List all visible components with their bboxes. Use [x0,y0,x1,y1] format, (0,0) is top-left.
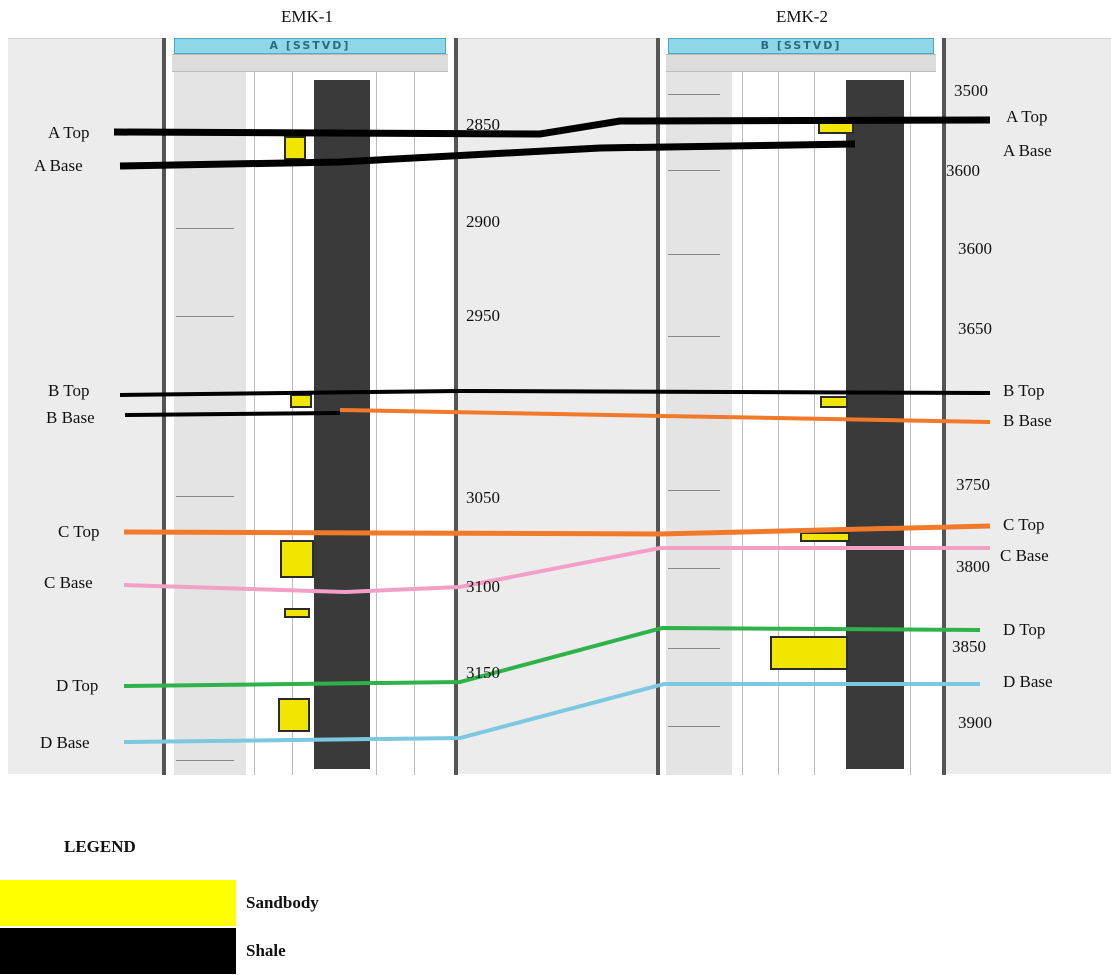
depth-track [174,72,246,775]
depth-tick [176,760,234,761]
depth-label: 3750 [956,475,990,494]
well-subheader [666,54,936,72]
horizon-label-right: C Base [1000,546,1049,565]
depth-tick [176,316,234,317]
horizon-label-left: B Top [48,381,90,400]
track-rule [376,72,377,775]
shale-log-curve [314,80,370,769]
horizon-label-right: B Top [1003,381,1045,400]
legend-label-sandbody: Sandbody [246,893,319,912]
track-rule [814,72,815,775]
horizon-c-top-line [123,523,991,537]
sandbody-marker [820,396,848,408]
depth-track [666,72,732,775]
well-title: EMK-2 [776,7,828,26]
horizon-label-right: B Base [1003,411,1052,430]
well-log-emk-2: B [SSTVD] [656,38,946,775]
sandbody-marker [290,394,312,408]
legend-swatch-sandbody [0,880,236,926]
depth-label: 3600 [946,161,980,180]
track-rule [254,72,255,775]
sandbody-marker [280,540,314,578]
horizon-a-top-line [113,116,991,138]
track-rule [292,72,293,775]
horizon-d-base-line [123,682,980,744]
track-rule [778,72,779,775]
legend-label-shale: Shale [246,941,286,960]
legend: LEGEND Sandbody Shale [0,838,420,975]
depth-tick [668,648,720,649]
horizon-b-base-line [339,408,991,424]
sandbody-marker [284,136,306,160]
horizon-label-right: D Top [1003,620,1046,639]
horizon-label-left: D Top [56,676,99,695]
depth-label: 3650 [958,319,992,338]
legend-swatch-shale [0,928,236,974]
horizon-d-top-line [123,625,981,688]
depth-label: 2900 [466,212,500,231]
horizon-c-base-line [123,546,990,595]
horizon-label-right: A Base [1003,141,1052,160]
track-rule [414,72,415,775]
horizon-label-right: A Top [1006,107,1048,126]
horizon-b-base-line [124,411,341,417]
depth-tick [176,496,234,497]
depth-tick [668,170,720,171]
depth-label: 3900 [958,713,992,732]
depth-label: 3850 [952,637,986,656]
horizon-label-left: C Base [44,573,93,592]
depth-tick [176,228,234,229]
depth-tick [668,726,720,727]
horizon-label-left: B Base [46,408,95,427]
depth-label: 3100 [466,577,500,596]
horizon-label-left: C Top [58,522,100,541]
legend-title: LEGEND [64,837,136,856]
sandbody-marker [800,532,850,542]
depth-label: 3600 [958,239,992,258]
depth-label: 3150 [466,663,500,682]
well-subheader [172,54,448,72]
depth-tick [668,254,720,255]
track-rule [910,72,911,775]
depth-label: 3800 [956,557,990,576]
depth-label: 2850 [466,115,500,134]
well-header: B [SSTVD] [668,38,934,54]
sandbody-marker [278,698,310,732]
well-title: EMK-1 [281,7,333,26]
depth-tick [668,490,720,491]
horizon-a-base-line [119,140,856,170]
horizon-label-left: A Top [48,123,90,142]
horizon-label-left: D Base [40,733,90,752]
depth-tick [668,94,720,95]
shale-log-curve [846,80,904,769]
depth-tick [668,336,720,337]
horizon-b-top-line [119,388,991,397]
depth-label: 2950 [466,306,500,325]
sandbody-marker [284,608,310,618]
well-header: A [SSTVD] [174,38,446,54]
horizon-label-right: D Base [1003,672,1053,691]
depth-tick [668,568,720,569]
track-rule [742,72,743,775]
horizon-label-right: C Top [1003,515,1045,534]
depth-label: 3050 [466,488,500,507]
sandbody-marker [770,636,848,670]
horizon-label-left: A Base [34,156,83,175]
depth-label: 3500 [954,81,988,100]
